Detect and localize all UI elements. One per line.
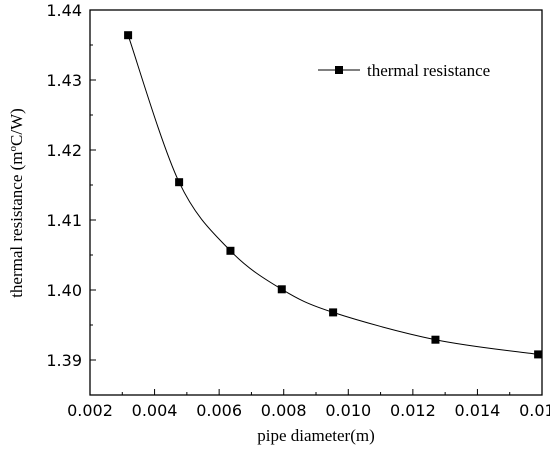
data-point	[175, 178, 184, 187]
x-tick-label: 0.016	[519, 401, 550, 420]
data-point	[329, 308, 338, 317]
y-axis: 1.39 1.40 1.41 1.42 1.43 1.44	[46, 1, 96, 396]
data-point	[534, 350, 543, 359]
data-point	[226, 246, 235, 255]
data-point	[277, 285, 286, 294]
x-tick-label: 0.006	[196, 401, 242, 420]
x-tick-label: 0.002	[67, 401, 113, 420]
series-layer	[124, 31, 543, 359]
y-tick-label: 1.42	[46, 141, 82, 160]
x-axis: 0.002 0.004 0.006 0.008 0.010 0.012 0.014 0.016	[67, 389, 550, 420]
data-point	[431, 335, 440, 344]
legend-label: thermal resistance	[367, 61, 490, 80]
x-tick-label: 0.014	[455, 401, 501, 420]
data-point	[124, 31, 133, 40]
x-axis-label: pipe diameter(m)	[257, 426, 375, 445]
y-tick-label: 1.44	[46, 1, 82, 20]
legend: thermal resistance	[318, 61, 490, 80]
x-tick-label: 0.008	[261, 401, 307, 420]
y-axis-label: thermal resistance (moC/W)	[7, 108, 26, 298]
y-tick-label: 1.39	[46, 351, 82, 370]
y-tick-label: 1.41	[46, 211, 82, 230]
x-tick-label: 0.004	[132, 401, 178, 420]
y-tick-label: 1.43	[46, 71, 82, 90]
legend-marker	[335, 66, 343, 74]
series-line	[127, 35, 539, 355]
x-tick-label: 0.010	[325, 401, 371, 420]
y-tick-label: 1.40	[46, 281, 82, 300]
x-tick-label: 0.012	[390, 401, 436, 420]
